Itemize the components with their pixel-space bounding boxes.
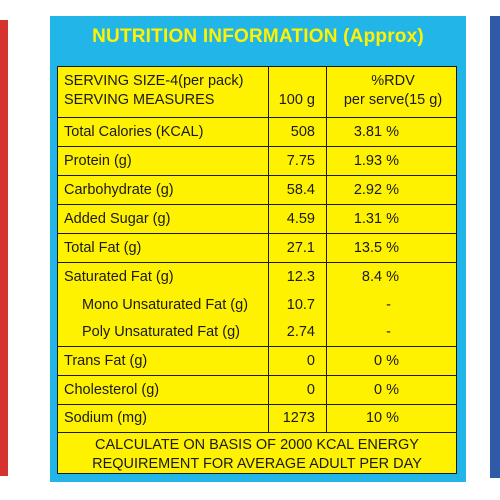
column-divider-1 xyxy=(268,67,269,432)
table-row-rdv: - xyxy=(386,297,391,313)
table-row-rdv: 10 % xyxy=(365,410,399,426)
right-edge-strip xyxy=(490,16,500,478)
row-divider xyxy=(58,375,456,376)
table-row-rdv: 1.31 % xyxy=(353,211,399,227)
table-row-label: Saturated Fat (g) xyxy=(64,269,174,285)
table-row-per100: 508 xyxy=(290,124,315,140)
col-header-100g: 100 g xyxy=(278,92,315,108)
table-row-rdv: 0 % xyxy=(374,353,399,369)
serving-measures-label: SERVING MEASURES xyxy=(64,92,215,108)
col-header-rdv-sub: per serve(15 g) xyxy=(343,92,443,108)
row-divider xyxy=(58,432,456,433)
panel-title: NUTRITION INFORMATION (Approx) xyxy=(92,26,424,47)
table-row-rdv: 0 % xyxy=(374,382,399,398)
serving-size-label: SERVING SIZE-4(per pack) xyxy=(64,73,244,89)
left-edge-strip xyxy=(0,20,8,476)
table-grid xyxy=(58,67,456,473)
table-row-label: Poly Unsaturated Fat (g) xyxy=(82,324,240,340)
footer-note-line-1: CALCULATE ON BASIS OF 2000 KCAL ENERGY xyxy=(95,437,419,453)
table-row-per100: 4.59 xyxy=(286,211,315,227)
column-divider-2 xyxy=(326,67,327,432)
table-row-rdv: 2.92 % xyxy=(353,182,399,198)
col-header-rdv: %RDV xyxy=(371,73,415,89)
table-row-per100: 0 xyxy=(306,353,315,369)
nutrition-panel: NUTRITION INFORMATION (Approx) SERVING S… xyxy=(50,16,466,482)
table-row-label: Total Fat (g) xyxy=(64,240,142,256)
row-divider xyxy=(58,262,456,263)
row-divider xyxy=(58,175,456,176)
table-row-label: Trans Fat (g) xyxy=(64,353,148,369)
nutrition-table: SERVING SIZE-4(per pack) SERVING MEASURE… xyxy=(57,66,457,474)
table-row-label: Protein (g) xyxy=(64,153,132,169)
table-row-per100: 12.3 xyxy=(286,269,315,285)
table-row-rdv: 13.5 % xyxy=(353,240,399,256)
table-row-label: Sodium (mg) xyxy=(64,410,147,426)
table-row-per100: 58.4 xyxy=(286,182,315,198)
table-row-label: Carbohydrate (g) xyxy=(64,182,174,198)
table-row-rdv: 1.93 % xyxy=(353,153,399,169)
table-row-rdv: - xyxy=(386,324,391,340)
table-row-per100: 7.75 xyxy=(286,153,315,169)
row-divider xyxy=(58,117,456,118)
footer-note-line-2: REQUIREMENT FOR AVERAGE ADULT PER DAY xyxy=(92,456,422,472)
table-row-label: Total Calories (KCAL) xyxy=(64,124,204,140)
table-row-label: Cholesterol (g) xyxy=(64,382,160,398)
table-row-per100: 1273 xyxy=(282,410,315,426)
table-row-per100: 10.7 xyxy=(286,297,315,313)
table-row-per100: 2.74 xyxy=(286,324,315,340)
row-divider xyxy=(58,346,456,347)
table-row-per100: 0 xyxy=(306,382,315,398)
row-divider xyxy=(58,233,456,234)
table-row-rdv: 8.4 % xyxy=(361,269,399,285)
table-row-per100: 27.1 xyxy=(286,240,315,256)
row-divider xyxy=(58,146,456,147)
table-row-label: Added Sugar (g) xyxy=(64,211,171,227)
row-divider xyxy=(58,204,456,205)
row-divider xyxy=(58,404,456,405)
table-row-rdv: 3.81 % xyxy=(353,124,399,140)
table-row-label: Mono Unsaturated Fat (g) xyxy=(82,297,249,313)
